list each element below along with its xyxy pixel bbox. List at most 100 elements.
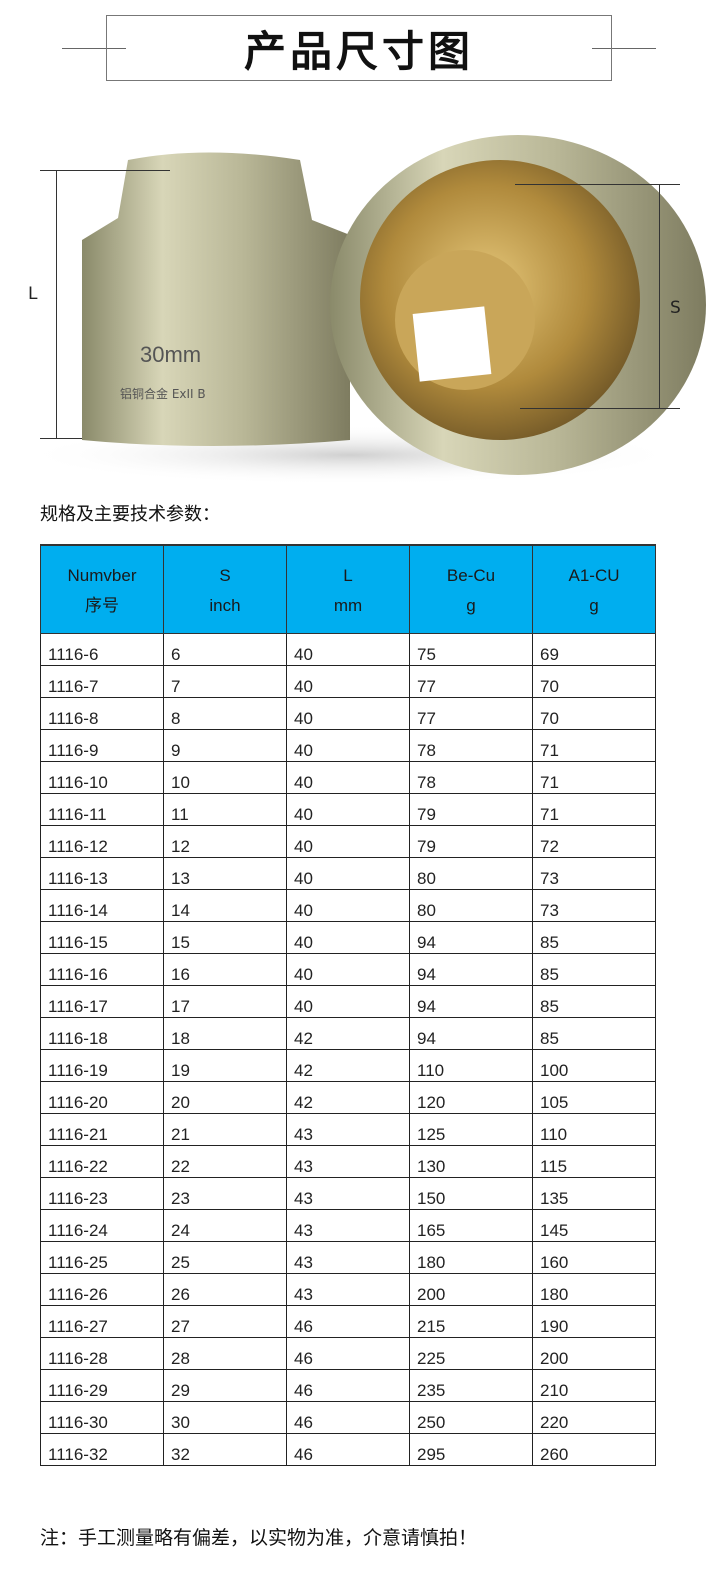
- column-header: Numvber 序号: [40, 544, 164, 634]
- spec-subtitle: 规格及主要技术参数：: [40, 504, 220, 525]
- table-cell: 94: [409, 985, 533, 1018]
- table-cell: 26: [163, 1273, 287, 1306]
- table-cell: 1116-16: [40, 953, 164, 986]
- page-title: 产品尺寸图: [243, 26, 474, 76]
- table-row: 1116-6 6 40 75 69: [40, 633, 656, 666]
- table-cell: 1116-29: [40, 1369, 164, 1402]
- dimension-tick: [520, 408, 680, 409]
- table-cell: 20: [163, 1081, 287, 1114]
- table-cell: 30: [163, 1401, 287, 1434]
- table-row: 1116-29 29 46 235 210: [40, 1369, 656, 1402]
- table-cell: 21: [163, 1113, 287, 1146]
- table-cell: 77: [409, 697, 533, 730]
- table-row: 1116-16 16 40 94 85: [40, 953, 656, 986]
- table-row: 1116-10 10 40 78 71: [40, 761, 656, 794]
- column-header-unit: inch: [209, 596, 241, 615]
- table-cell: 79: [409, 825, 533, 858]
- table-cell: 180: [532, 1273, 656, 1306]
- table-cell: 46: [286, 1433, 410, 1466]
- table-cell: 79: [409, 793, 533, 826]
- table-cell: 150: [409, 1177, 533, 1210]
- table-cell: 14: [163, 889, 287, 922]
- table-row: 1116-14 14 40 80 73: [40, 889, 656, 922]
- table-cell: 1116-9: [40, 729, 164, 762]
- table-cell: 15: [163, 921, 287, 954]
- table-cell: 1116-19: [40, 1049, 164, 1082]
- dimension-line-L: [56, 170, 57, 438]
- label-L: L: [28, 284, 38, 304]
- table-cell: 43: [286, 1145, 410, 1178]
- table-cell: 24: [163, 1209, 287, 1242]
- table-cell: 28: [163, 1337, 287, 1370]
- table-cell: 43: [286, 1177, 410, 1210]
- table-row: 1116-21 21 43 125 110: [40, 1113, 656, 1146]
- table-row: 1116-30 30 46 250 220: [40, 1401, 656, 1434]
- table-cell: 40: [286, 665, 410, 698]
- table-cell: 42: [286, 1017, 410, 1050]
- table-cell: 1116-32: [40, 1433, 164, 1466]
- table-cell: 215: [409, 1305, 533, 1338]
- table-cell: 1116-10: [40, 761, 164, 794]
- dimension-tick: [40, 170, 170, 171]
- socket-illustration: 30mm 铝铜合金 ExII B: [20, 135, 706, 485]
- table-row: 1116-17 17 40 94 85: [40, 985, 656, 1018]
- product-photo: 30mm 铝铜合金 ExII B L S: [0, 100, 709, 490]
- table-cell: 110: [532, 1113, 656, 1146]
- table-cell: 71: [532, 761, 656, 794]
- table-cell: 43: [286, 1241, 410, 1274]
- table-cell: 105: [532, 1081, 656, 1114]
- table-cell: 1116-30: [40, 1401, 164, 1434]
- table-cell: 1116-14: [40, 889, 164, 922]
- table-cell: 77: [409, 665, 533, 698]
- table-cell: 94: [409, 1017, 533, 1050]
- table-cell: 1116-15: [40, 921, 164, 954]
- column-header-label: S: [219, 566, 231, 585]
- table-cell: 40: [286, 761, 410, 794]
- table-cell: 42: [286, 1081, 410, 1114]
- table-cell: 70: [532, 665, 656, 698]
- table-cell: 115: [532, 1145, 656, 1178]
- table-cell: 75: [409, 633, 533, 666]
- dimension-tick: [40, 438, 82, 439]
- table-row: 1116-15 15 40 94 85: [40, 921, 656, 954]
- table-cell: 225: [409, 1337, 533, 1370]
- column-header-unit: g: [466, 596, 476, 615]
- table-row: 1116-23 23 43 150 135: [40, 1177, 656, 1210]
- table-cell: 1116-7: [40, 665, 164, 698]
- table-cell: 250: [409, 1401, 533, 1434]
- table-cell: 46: [286, 1337, 410, 1370]
- table-cell: 260: [532, 1433, 656, 1466]
- table-cell: 46: [286, 1401, 410, 1434]
- label-S: S: [670, 298, 681, 318]
- table-cell: 70: [532, 697, 656, 730]
- table-row: 1116-32 32 46 295 260: [40, 1433, 656, 1466]
- dimension-line-S: [659, 184, 660, 408]
- table-row: 1116-18 18 42 94 85: [40, 1017, 656, 1050]
- column-header-label: Numvber: [67, 566, 137, 585]
- column-header-label: Be-Cu: [446, 566, 496, 585]
- table-cell: 46: [286, 1369, 410, 1402]
- table-cell: 42: [286, 1049, 410, 1082]
- table-cell: 22: [163, 1145, 287, 1178]
- table-cell: 69: [532, 633, 656, 666]
- table-cell: 1116-26: [40, 1273, 164, 1306]
- table-cell: 40: [286, 825, 410, 858]
- table-cell: 7: [163, 665, 287, 698]
- column-header-label: L: [343, 566, 353, 585]
- title-deco-line-left: [62, 48, 126, 49]
- table-row: 1116-24 24 43 165 145: [40, 1209, 656, 1242]
- dimension-tick: [515, 184, 680, 185]
- column-header: Be-Cu g: [409, 544, 533, 634]
- table-row: 1116-19 19 42 110 100: [40, 1049, 656, 1082]
- table-cell: 85: [532, 1017, 656, 1050]
- table-cell: 1116-23: [40, 1177, 164, 1210]
- table-cell: 180: [409, 1241, 533, 1274]
- table-cell: 1116-21: [40, 1113, 164, 1146]
- table-cell: 43: [286, 1209, 410, 1242]
- table-cell: 72: [532, 825, 656, 858]
- table-cell: 1116-25: [40, 1241, 164, 1274]
- table-cell: 94: [409, 921, 533, 954]
- table-cell: 9: [163, 729, 287, 762]
